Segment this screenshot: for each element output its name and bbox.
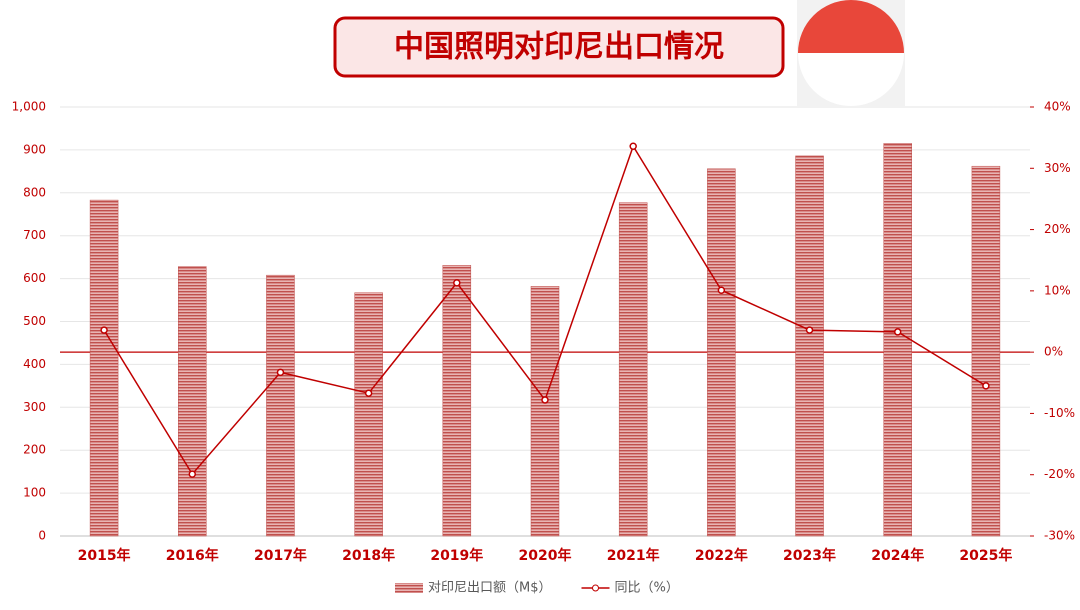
bar (618, 202, 648, 537)
y2-tick-label: 10% (1044, 283, 1071, 297)
bar (442, 265, 472, 537)
x-tick-label: 2017年 (254, 547, 307, 564)
legend-swatch (592, 584, 599, 592)
y-tick-label: 300 (23, 400, 46, 414)
x-tick-label: 2021年 (607, 547, 660, 564)
line-point (276, 368, 285, 377)
x-tick-label: 2024年 (871, 547, 924, 564)
bar (795, 155, 824, 537)
line-point (453, 279, 461, 287)
y2-tick-label: 40% (1044, 100, 1071, 114)
legend-label: 对印尼出口额（M$） (428, 581, 552, 596)
flag (797, 0, 905, 106)
y-tick-label: 100 (23, 486, 46, 500)
bar (266, 274, 295, 537)
line-point (364, 389, 373, 397)
bar (89, 199, 119, 537)
x-tick-label: 2025年 (959, 547, 1012, 564)
title-box (333, 16, 785, 78)
line-point (188, 470, 197, 478)
bar (530, 286, 560, 537)
y2-tick-label: -30% (1044, 529, 1075, 543)
x-tick-label: 2022年 (695, 547, 748, 564)
legend-label: 同比（%） (615, 581, 679, 596)
legend-swatch (395, 583, 423, 593)
y-tick-label: 400 (23, 357, 46, 371)
line-point (893, 328, 902, 336)
y2-tick-label: 0% (1044, 345, 1063, 359)
y2-tick-label: 20% (1044, 222, 1071, 236)
line-point (805, 326, 814, 334)
line-point (629, 142, 637, 150)
chart-title: 中国照明对印尼出口情况 (394, 30, 724, 65)
y-tick-label: 900 (23, 142, 46, 156)
bar (707, 168, 736, 537)
line-point (541, 396, 549, 404)
x-tick-label: 2015年 (78, 547, 131, 564)
y-tick-label: 800 (23, 185, 46, 199)
bar (883, 143, 912, 537)
line-point (100, 326, 108, 334)
y2-tick-label: -20% (1044, 467, 1075, 481)
x-tick-label: 2020年 (519, 547, 572, 564)
bar (971, 165, 1001, 537)
line-point (982, 382, 990, 390)
y2-tick-label: -10% (1044, 406, 1075, 420)
x-tick-label: 2018年 (342, 547, 395, 564)
x-tick-label: 2016年 (166, 547, 219, 564)
y2-tick-label: 30% (1044, 161, 1071, 175)
y-tick-label: 600 (23, 271, 46, 285)
y-tick-label: 1,000 (12, 100, 46, 114)
x-tick-label: 2023年 (783, 547, 836, 564)
bar (178, 266, 207, 537)
y-tick-label: 700 (23, 228, 46, 242)
y-tick-label: 0 (38, 529, 46, 543)
x-tick-label: 2019年 (430, 547, 483, 564)
y-tick-label: 500 (23, 314, 46, 328)
y-tick-label: 200 (23, 443, 46, 457)
line-point (717, 286, 726, 294)
bar (354, 292, 383, 537)
